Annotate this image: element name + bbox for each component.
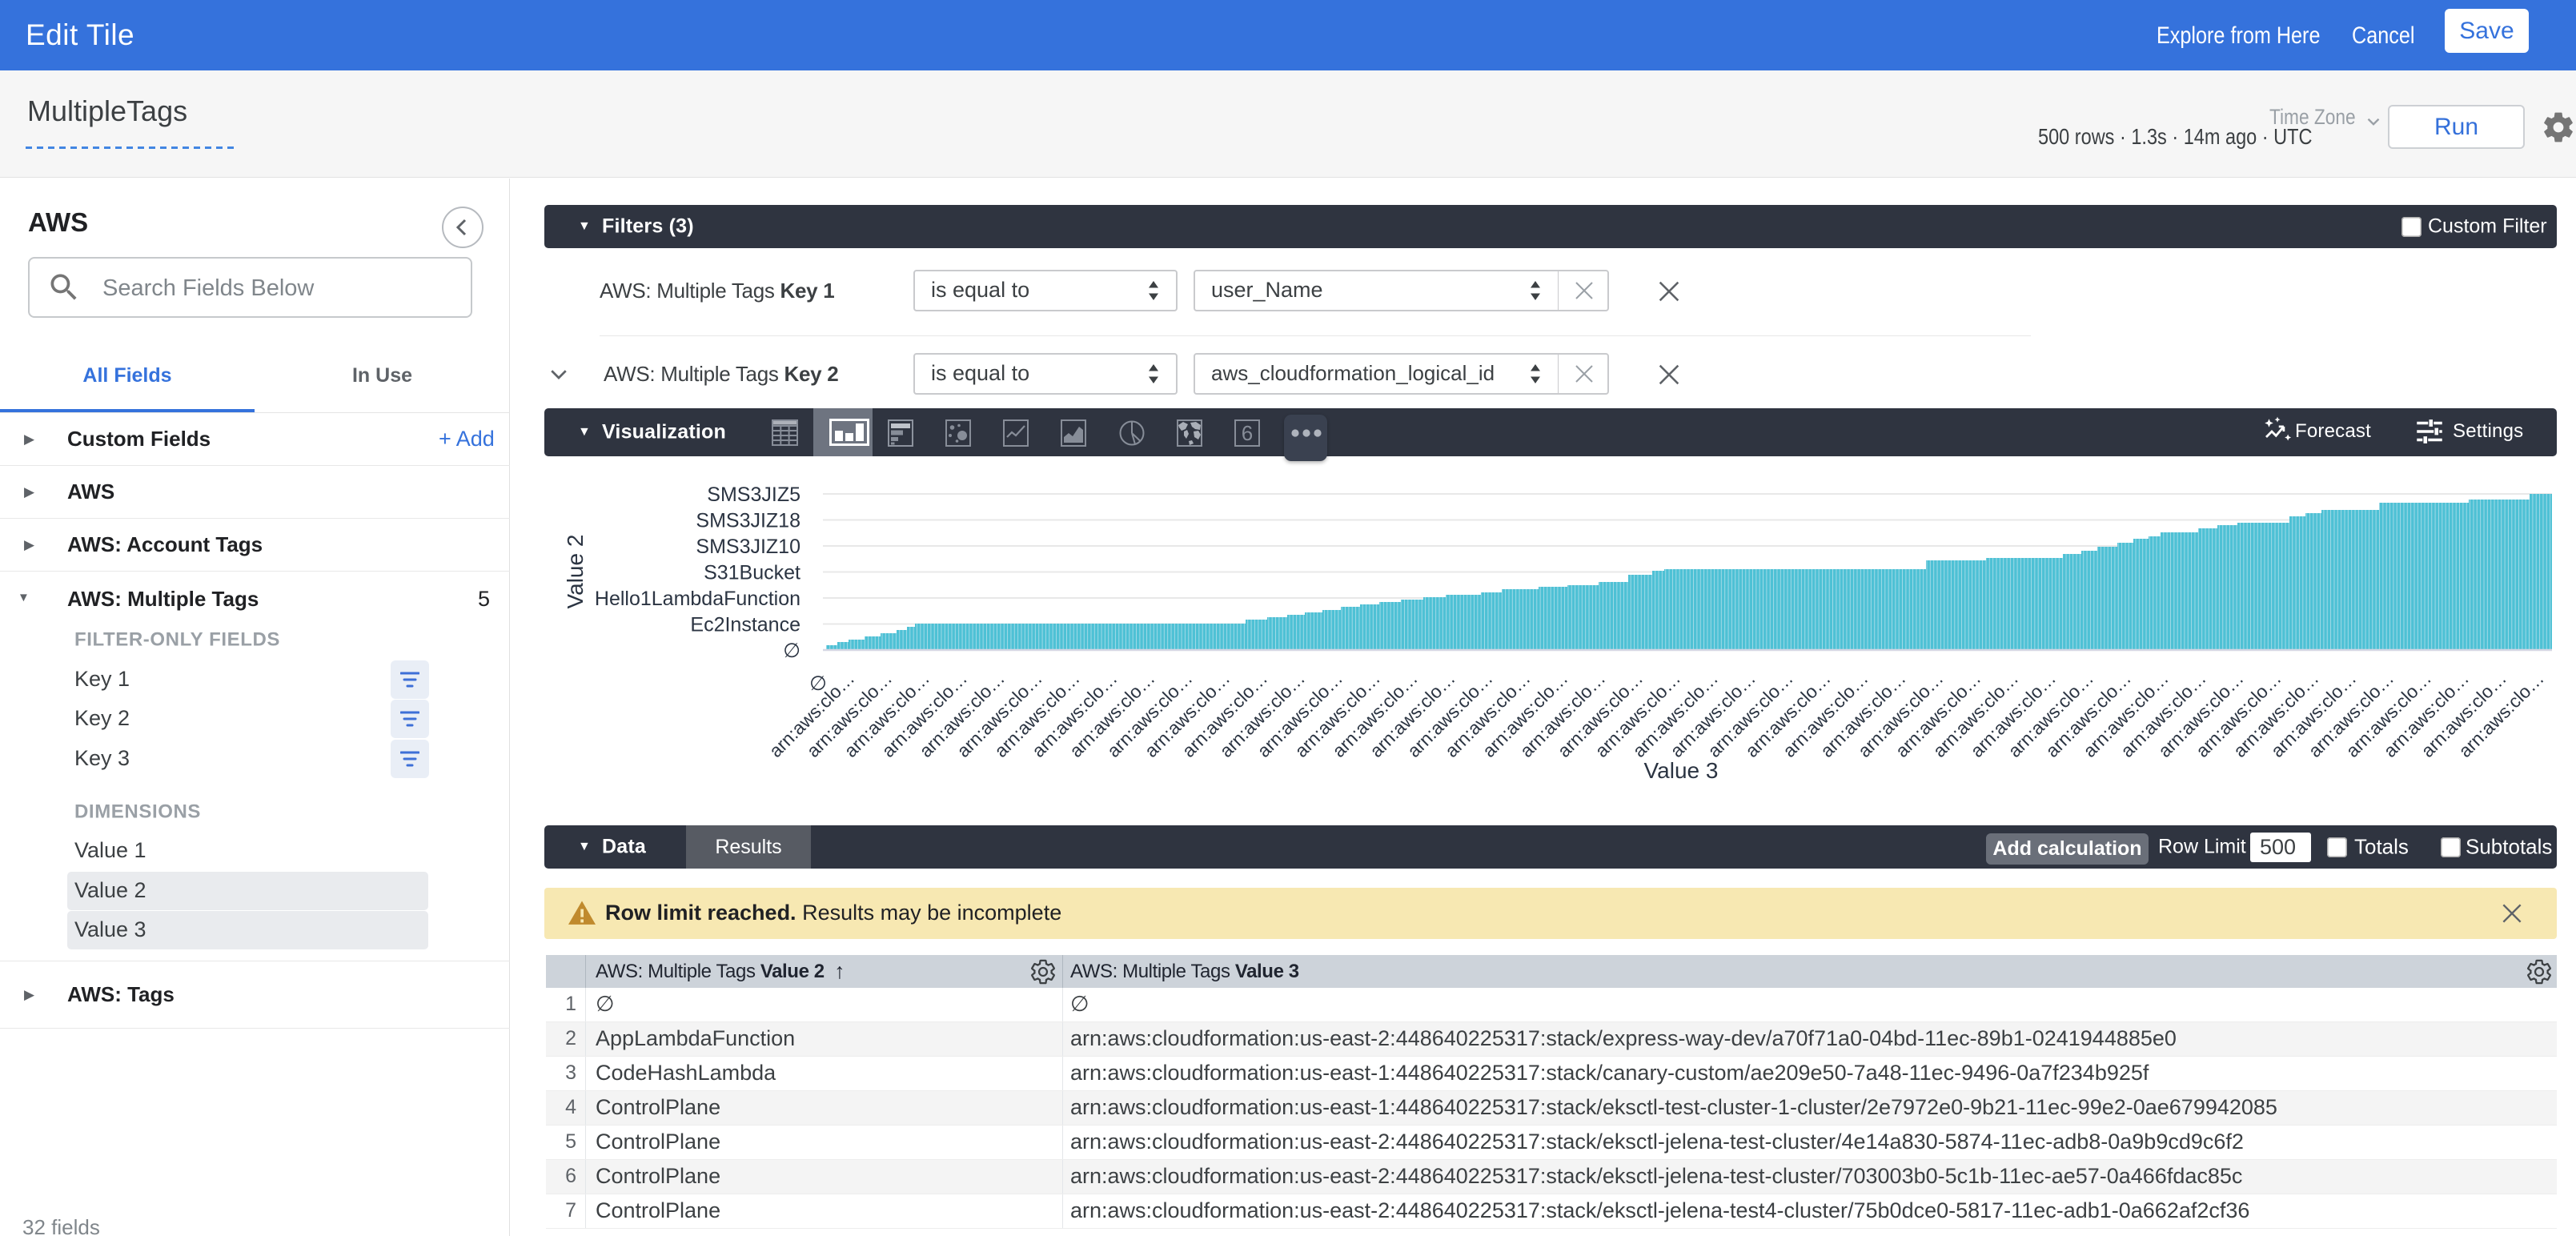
svg-text:Value 2: Value 2: [563, 535, 588, 609]
svg-text:Value 3: Value 3: [1644, 758, 1719, 783]
svg-text:Hello1LambdaFunction: Hello1LambdaFunction: [595, 588, 800, 610]
svg-text:∅: ∅: [809, 672, 827, 695]
svg-text:6: 6: [1242, 421, 1253, 445]
svg-text:S31Bucket: S31Bucket: [704, 562, 800, 584]
svg-text:Ec2Instance: Ec2Instance: [690, 614, 800, 636]
svg-text:∅: ∅: [783, 640, 800, 662]
svg-text:SMS3JIZ5: SMS3JIZ5: [707, 484, 800, 506]
svg-text:SMS3JIZ18: SMS3JIZ18: [696, 510, 800, 532]
svg-text:SMS3JIZ10: SMS3JIZ10: [696, 536, 800, 558]
